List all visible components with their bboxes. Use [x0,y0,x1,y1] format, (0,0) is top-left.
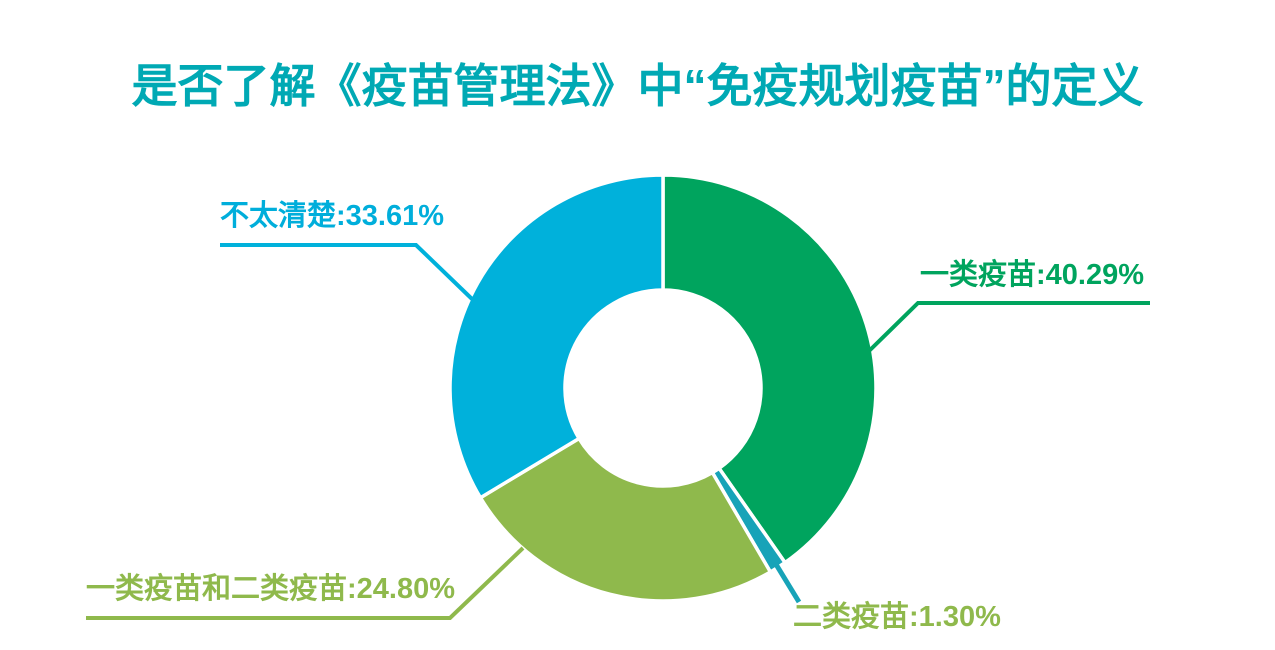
leader-line-butai-qingchu [220,243,474,301]
donut-segment-3-不太清楚 [448,173,665,501]
leader-line-yilei-yimiao [866,301,1150,354]
segment-label-yilei-yimiao: 一类疫苗:40.29% [920,259,1145,291]
chart-title: 是否了解《疫苗管理法》中“免疫规划疫苗”的定义 [131,60,1144,112]
donut-slices [448,173,878,603]
segment-label-erlei-yimiao: 二类疫苗:1.30% [793,601,1001,633]
segment-label-yilei-he-erlei-yimiao: 一类疫苗和二类疫苗:24.80% [86,573,456,605]
leader-line-yilei-he-erlei [86,546,525,620]
donut-segment-2-一类疫苗和二类疫苗 [478,436,773,603]
leader-lines [86,243,1150,620]
leader-line-erlei-yimiao [757,536,802,604]
donut-segment-0-一类疫苗 [661,173,878,566]
segment-label-butai-qingchu: 不太清楚:33.61% [220,200,445,232]
